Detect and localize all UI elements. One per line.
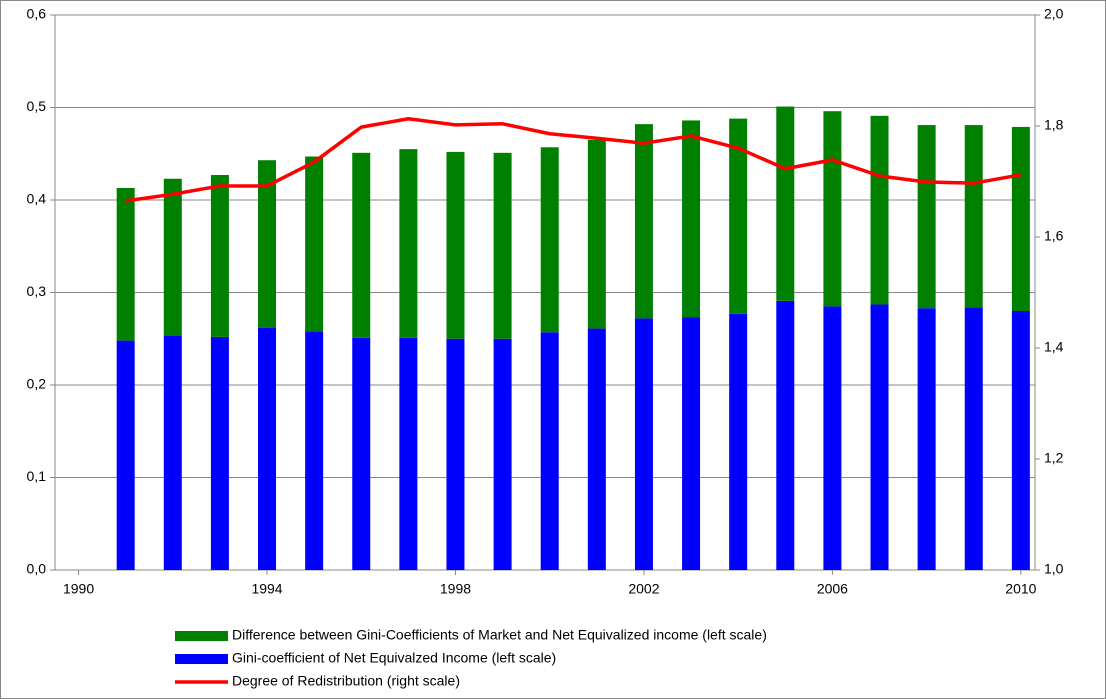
y-tick-label: 0,4 xyxy=(27,191,47,207)
bar xyxy=(917,308,936,570)
legend-swatch xyxy=(175,654,228,664)
bar xyxy=(399,337,418,570)
bar xyxy=(116,187,135,341)
bar xyxy=(870,304,889,570)
x-tick-label: 2002 xyxy=(628,581,659,597)
bar xyxy=(540,147,559,333)
bar xyxy=(493,152,512,339)
bar xyxy=(964,125,983,308)
bar xyxy=(305,331,324,570)
y-tick-label: 0,6 xyxy=(27,6,47,22)
y-tick-label: 0,1 xyxy=(27,468,47,484)
line xyxy=(125,117,1022,203)
bar xyxy=(823,111,842,307)
bar xyxy=(917,125,936,309)
y-tick-label: 0,5 xyxy=(27,98,47,114)
y2-tick-label: 1,8 xyxy=(1044,117,1064,133)
bar xyxy=(116,340,135,570)
bar xyxy=(446,151,465,339)
bar xyxy=(210,175,229,337)
bar xyxy=(776,106,795,301)
y-tick-label: 0,2 xyxy=(27,376,47,392)
bar xyxy=(163,335,182,570)
y2-tick-label: 1,4 xyxy=(1044,339,1064,355)
x-tick-label: 1998 xyxy=(440,581,471,597)
bar xyxy=(446,338,465,570)
bar xyxy=(776,300,795,570)
bar xyxy=(258,160,277,328)
y-tick-label: 0,0 xyxy=(27,561,47,577)
bar xyxy=(870,115,889,305)
legend-label: Gini-coefficient of Net Equivalzed Incom… xyxy=(232,650,556,666)
bar xyxy=(634,318,653,570)
bar xyxy=(729,313,748,570)
bar xyxy=(399,149,418,338)
y2-tick-label: 1,0 xyxy=(1044,561,1064,577)
y-tick-label: 0,3 xyxy=(27,283,47,299)
bar xyxy=(587,328,606,570)
x-tick-label: 2006 xyxy=(817,581,848,597)
legend-label: Degree of Redistribution (right scale) xyxy=(232,673,460,689)
bar xyxy=(682,317,701,570)
y2-tick-label: 2,0 xyxy=(1044,6,1064,22)
x-tick-label: 1994 xyxy=(251,581,282,597)
bar xyxy=(258,327,277,570)
x-tick-label: 2010 xyxy=(1005,581,1036,597)
bar xyxy=(163,178,182,336)
bar xyxy=(210,336,229,570)
bar xyxy=(305,156,324,332)
bar xyxy=(682,120,701,318)
bar xyxy=(964,307,983,570)
bar xyxy=(540,332,559,570)
bar xyxy=(823,306,842,570)
bar xyxy=(634,124,653,319)
bar xyxy=(587,139,606,329)
bar xyxy=(1011,126,1030,311)
bar xyxy=(729,118,748,314)
bar xyxy=(1011,311,1030,570)
legend-label: Difference between Gini-Coefficients of … xyxy=(232,627,767,643)
bar xyxy=(352,152,371,338)
bar xyxy=(352,337,371,570)
x-tick-label: 1990 xyxy=(63,581,94,597)
y2-tick-label: 1,6 xyxy=(1044,228,1064,244)
bar xyxy=(493,338,512,570)
legend-swatch xyxy=(175,631,228,641)
y2-tick-label: 1,2 xyxy=(1044,450,1064,466)
